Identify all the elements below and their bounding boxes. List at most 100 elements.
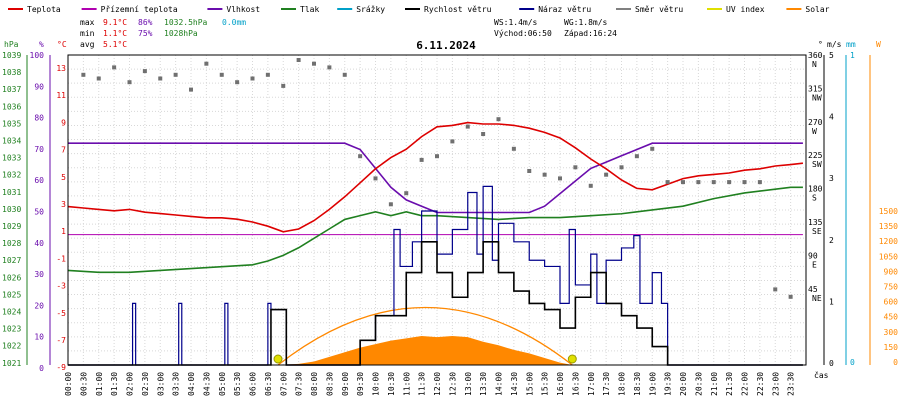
hpa-tick-label: 1033	[2, 154, 21, 163]
pct-tick-label: 20	[34, 301, 44, 310]
w-tick-label: 1350	[879, 222, 898, 231]
wind-direction-point	[235, 80, 240, 85]
ms-tick-label: 1	[829, 297, 834, 306]
stats-min-label: min	[80, 29, 95, 38]
hpa-tick-label: 1023	[2, 325, 21, 334]
dir-tick-label: 135	[808, 218, 823, 227]
axis-unit-hpa: hPa	[4, 40, 19, 49]
ms-tick-label: 2	[829, 236, 834, 245]
hpa-tick-label: 1025	[2, 290, 21, 299]
wind-gust-avg: WG:1.8m/s	[564, 18, 608, 27]
axis-unit-mm: mm	[846, 40, 856, 49]
x-tick-label: 04:00	[187, 372, 196, 396]
wind-direction-point	[373, 176, 378, 181]
wind-info: WS:1.4m/s WG:1.8m/s Východ:06:50 Západ:1…	[494, 18, 617, 38]
ms-tick-label: 0	[829, 359, 834, 368]
x-tick-label: 00:30	[79, 372, 88, 396]
x-tick-label: 03:30	[172, 372, 181, 396]
stats-min-hum: 75%	[138, 29, 153, 38]
hpa-tick-label: 1039	[2, 51, 21, 60]
hpa-tick-label: 1031	[2, 188, 21, 197]
wind-direction-point	[588, 183, 593, 188]
wind-direction-point	[619, 165, 624, 170]
wind-direction-point	[112, 65, 117, 70]
hpa-tick-label: 1030	[2, 205, 21, 214]
wind-direction-point	[127, 80, 132, 85]
axis-unit-ms: m/s	[827, 40, 842, 49]
wind-direction-point	[173, 72, 178, 77]
dir-name-label: N	[812, 60, 817, 69]
wind-direction-point	[573, 165, 578, 170]
wind-direction-point	[511, 146, 516, 151]
axis-unit-pct: %	[39, 40, 44, 49]
hpa-tick-label: 1038	[2, 68, 21, 77]
pct-tick-label: 0	[39, 364, 44, 373]
x-tick-label: 23:00	[771, 372, 780, 396]
pct-tick-label: 30	[34, 270, 44, 279]
w-tick-label: 300	[884, 328, 899, 337]
hpa-tick-label: 1024	[2, 308, 21, 317]
wind-direction-point	[450, 139, 455, 144]
wind-direction-point	[204, 61, 209, 66]
x-tick-label: 01:00	[95, 372, 104, 396]
wind-direction-point	[788, 294, 793, 299]
sunset-marker	[567, 354, 577, 364]
axis-unit-temp: °C	[57, 40, 67, 49]
x-tick-label: 15:00	[525, 372, 534, 396]
chart-legend: Teplota Přízemní teplota Vlhkost Tlak Srážky…	[8, 5, 830, 14]
dir-tick-label: 225	[808, 151, 823, 160]
sunrise-marker	[273, 354, 283, 364]
temp-tick-label: 11	[56, 91, 66, 100]
pct-tick-label: 50	[34, 208, 44, 217]
dir-tick-label: 45	[808, 285, 818, 294]
dir-name-label: SE	[812, 227, 822, 236]
axis-unit-dir: °	[818, 40, 823, 49]
wind-direction-point	[219, 72, 224, 77]
chart-axes: 1039103810371036103510341033103210311030…	[2, 51, 898, 396]
pct-tick-label: 60	[34, 176, 44, 185]
x-tick-label: 12:30	[448, 372, 457, 396]
hpa-tick-label: 1032	[2, 171, 21, 180]
x-tick-label: 02:00	[126, 372, 135, 396]
x-tick-label: 07:00	[279, 372, 288, 396]
ms-tick-label: 3	[829, 174, 834, 183]
humidity-line	[68, 142, 803, 214]
x-tick-label: 22:30	[756, 372, 765, 396]
stats-max-hum: 86%	[138, 18, 153, 27]
wind-direction-point	[388, 202, 393, 207]
stats-max-temp: 9.1°C	[103, 18, 127, 27]
hpa-tick-label: 1028	[2, 239, 21, 248]
hpa-tick-label: 1022	[2, 342, 21, 351]
plot-frame	[67, 54, 807, 366]
wind-direction-point	[342, 72, 347, 77]
w-tick-label: 150	[884, 343, 899, 352]
wind-direction-point	[81, 72, 86, 77]
stats-min-press: 1028hPa	[164, 29, 198, 38]
wind-direction-point	[558, 176, 562, 181]
temp-tick-label: 7	[61, 146, 66, 155]
temperature-line	[67, 121, 804, 233]
pct-tick-label: 10	[34, 333, 44, 342]
legend-label-0: Teplota	[27, 5, 61, 14]
wind-direction-point	[650, 146, 655, 151]
x-tick-label: 19:00	[648, 372, 657, 396]
x-tick-label: 13:30	[479, 372, 488, 396]
wind-speed-avg: WS:1.4m/s	[494, 18, 538, 27]
x-tick-label: 13:00	[464, 372, 473, 396]
wind-direction-point	[358, 154, 363, 159]
wind-direction-point	[158, 76, 163, 81]
wind-direction-point	[773, 287, 778, 292]
x-tick-label: 08:00	[310, 372, 319, 396]
hpa-tick-label: 1034	[2, 137, 21, 146]
wind-direction-point	[265, 72, 270, 77]
dir-name-label: W	[812, 127, 817, 136]
hpa-tick-label: 1026	[2, 273, 21, 282]
wind-direction-point	[465, 124, 470, 129]
x-tick-label: 19:30	[664, 372, 673, 396]
ms-tick-label: 5	[829, 51, 834, 60]
dir-name-label: S	[812, 194, 817, 203]
w-tick-label: 1500	[879, 207, 898, 216]
x-tick-label: 21:00	[710, 372, 719, 396]
temp-tick-label: 5	[61, 173, 66, 182]
hpa-tick-label: 1027	[2, 256, 21, 265]
